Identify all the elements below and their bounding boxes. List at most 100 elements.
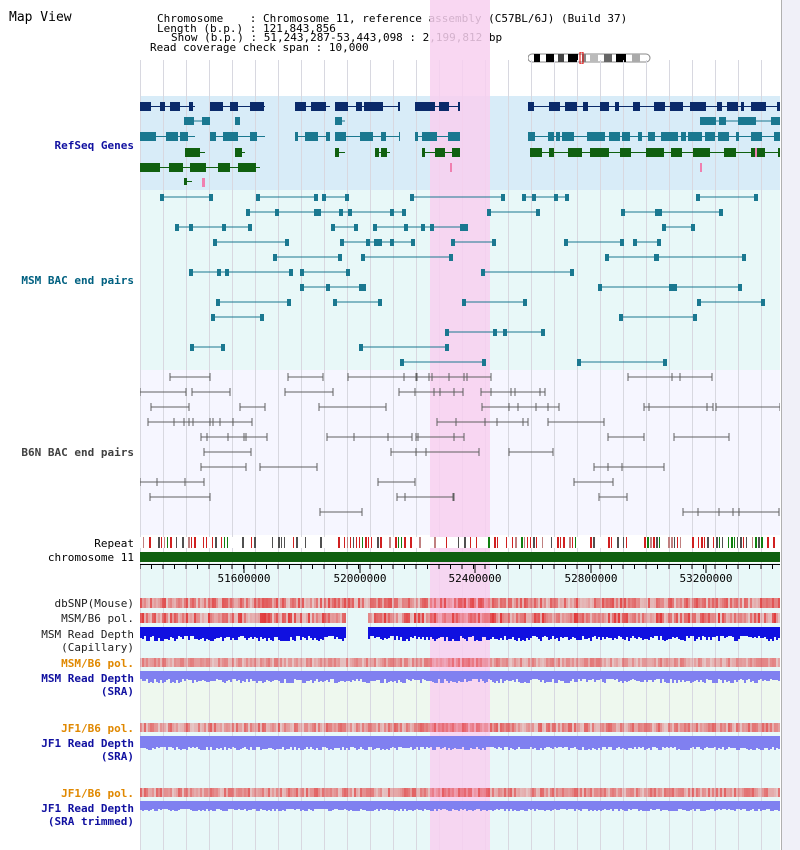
chromosome-bar xyxy=(140,552,780,562)
jf1-depth-sra xyxy=(180,736,182,750)
repeat-element xyxy=(623,537,624,548)
refseq-gene-features[interactable] xyxy=(140,102,780,187)
jf1-pol-2-heat xyxy=(330,788,332,797)
track-label-msm-depth-capillary[interactable]: MSM Read Depth xyxy=(41,628,134,641)
jf1-depth-sra-trimmed xyxy=(636,801,638,809)
msm-depth-sra xyxy=(186,671,188,679)
msm-b6-pol-heat xyxy=(470,613,472,623)
gene-exon xyxy=(190,163,206,172)
chromosome-ideogram[interactable] xyxy=(528,52,652,64)
jf1-pol-1-heat xyxy=(686,723,688,732)
jf1-pol-2-heat xyxy=(652,788,654,797)
b6n-bac-end-pair-features[interactable] xyxy=(140,373,780,516)
jf1-pol-2-heat xyxy=(636,788,638,797)
msm-b6-pol-sra-heat xyxy=(266,658,268,667)
repeat-element xyxy=(506,537,507,548)
msm-b6-pol-heat xyxy=(654,613,656,623)
jf1-depth-sra-trimmed xyxy=(236,801,238,810)
msm-depth-sra xyxy=(164,671,166,682)
msm-b6-pol-sra-heat xyxy=(776,658,778,667)
dbsnp-heat xyxy=(708,598,710,608)
dbsnp-heat xyxy=(414,598,416,608)
bac-end-marker xyxy=(482,359,486,366)
track-label-jf1-pol-1[interactable]: JF1/B6 pol. xyxy=(61,722,134,735)
dbsnp-heat xyxy=(502,598,504,608)
jf1-pol-1-heat xyxy=(774,723,776,732)
read-depth-tracks[interactable] xyxy=(140,627,780,811)
msm-b6-pol-heat xyxy=(214,613,216,623)
msm-b6-pol-sra-heat xyxy=(592,658,594,667)
msm-b6-pol-sra-heat xyxy=(642,658,644,667)
msm-b6-pol-sra-heat xyxy=(394,658,396,667)
msm-depth-capillary xyxy=(392,627,394,636)
track-label-jf1-depth-2[interactable]: JF1 Read Depth xyxy=(41,802,134,815)
msm-b6-pol-heat xyxy=(672,613,674,623)
gene-exon xyxy=(738,117,756,125)
track-label-msm-depth-sra[interactable]: MSM Read Depth xyxy=(41,672,134,685)
msm-depth-sra xyxy=(768,671,770,681)
msm-b6-pol-sra-heat xyxy=(502,658,504,667)
jf1-pol-2-heat xyxy=(748,788,750,797)
jf1-pol-1-heat xyxy=(766,723,768,732)
jf1-pol-1-heat xyxy=(646,723,648,732)
msm-depth-capillary xyxy=(752,627,754,638)
msm-depth-sra xyxy=(258,671,260,681)
msm-depth-sra xyxy=(346,671,348,681)
msm-depth-sra xyxy=(654,671,656,680)
dbsnp-heat xyxy=(622,598,624,608)
jf1-pol-1-heat xyxy=(500,723,502,732)
gene-exon xyxy=(705,132,715,141)
jf1-pol-1-heat xyxy=(728,723,730,732)
msm-depth-capillary xyxy=(412,627,414,638)
bac-end-marker xyxy=(691,224,695,231)
right-scroll-strip[interactable] xyxy=(782,0,800,850)
msm-b6-pol-sra-heat xyxy=(512,658,514,667)
msm-depth-capillary xyxy=(152,627,154,636)
dbsnp-heat xyxy=(542,598,544,608)
jf1-depth-sra xyxy=(762,736,764,750)
track-label-dbsnp[interactable]: dbSNP(Mouse) xyxy=(54,597,134,610)
track-label-msm-bac[interactable]: MSM BAC end pairs xyxy=(21,274,134,287)
track-label-msm-b6-pol-sra[interactable]: MSM/B6 pol. xyxy=(61,657,134,670)
msm-depth-sra xyxy=(424,671,426,680)
msm-depth-sra xyxy=(622,671,624,683)
highlight-region[interactable] xyxy=(430,0,490,850)
msm-depth-capillary xyxy=(294,627,296,641)
track-label-refseq[interactable]: RefSeq Genes xyxy=(54,139,134,152)
jf1-pol-1-heat xyxy=(576,723,578,732)
dbsnp-heat xyxy=(346,598,348,608)
genome-track-canvas[interactable] xyxy=(140,0,780,850)
msm-depth-sra xyxy=(274,671,276,680)
msm-b6-pol-heat xyxy=(708,613,710,623)
repeat-element xyxy=(347,537,348,548)
gene-exon xyxy=(688,132,702,141)
jf1-depth-sra xyxy=(748,736,750,750)
jf1-pol-2-heat xyxy=(214,788,216,797)
track-label-repeat[interactable]: Repeat xyxy=(94,537,134,550)
track-label-b6n-bac[interactable]: B6N BAC end pairs xyxy=(21,446,134,459)
jf1-pol-1-heat xyxy=(622,723,624,732)
msm-b6-pol-heat xyxy=(316,613,318,623)
msm-depth-sra xyxy=(710,671,712,680)
jf1-pol-2-heat xyxy=(408,788,410,797)
msm-depth-capillary xyxy=(340,627,342,639)
dbsnp-heat xyxy=(194,598,196,608)
jf1-depth-sra xyxy=(532,736,534,749)
msm-depth-capillary xyxy=(458,627,460,641)
msm-depth-sra xyxy=(412,671,414,679)
track-label-msm-b6-pol[interactable]: MSM/B6 pol. xyxy=(61,612,134,625)
msm-depth-capillary xyxy=(586,627,588,639)
gene-pink-marker xyxy=(755,148,757,157)
track-label-jf1-pol-2[interactable]: JF1/B6 pol. xyxy=(61,787,134,800)
heat-tracks[interactable] xyxy=(140,598,780,797)
track-label-jf1-depth-1[interactable]: JF1 Read Depth xyxy=(41,737,134,750)
jf1-pol-2-heat xyxy=(468,788,470,797)
msm-bac-end-pair-features[interactable] xyxy=(160,194,765,366)
msm-depth-capillary xyxy=(722,627,724,636)
dbsnp-heat xyxy=(170,598,172,608)
msm-b6-pol-heat xyxy=(594,613,596,623)
msm-depth-capillary xyxy=(650,627,652,637)
jf1-depth-sra xyxy=(188,736,190,747)
repeat-track[interactable] xyxy=(140,537,780,548)
jf1-pol-1-heat xyxy=(310,723,312,732)
